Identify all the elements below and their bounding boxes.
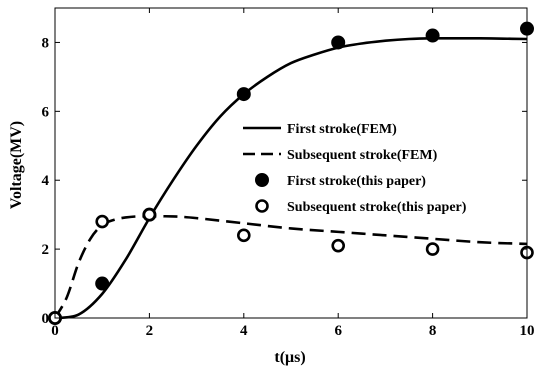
x-tick-label: 4 bbox=[240, 323, 248, 339]
data-point-open bbox=[425, 242, 440, 256]
y-tick-label: 8 bbox=[42, 35, 50, 51]
x-tick-label: 8 bbox=[429, 323, 437, 339]
data-point-open bbox=[142, 207, 157, 222]
legend: First stroke(FEM) Subsequent stroke(FEM) F… bbox=[243, 122, 467, 215]
legend-label-4: Subsequent stroke(this paper) bbox=[287, 200, 467, 215]
x-axis-label: t(μs) bbox=[274, 349, 305, 366]
data-point-filled bbox=[331, 35, 346, 50]
y-axis-label: Voltage(MV) bbox=[8, 121, 25, 209]
legend-label-1: First stroke(FEM) bbox=[287, 122, 397, 137]
data-point-open bbox=[237, 228, 251, 243]
y-tick-label: 6 bbox=[42, 104, 50, 120]
data-point-open bbox=[95, 214, 109, 229]
x-tick-label: 2 bbox=[146, 323, 154, 339]
series-line-2 bbox=[53, 214, 528, 319]
x-tick-label: 10 bbox=[520, 323, 535, 339]
y-tick-label: 4 bbox=[42, 173, 50, 189]
legend-label-2: Subsequent stroke(FEM) bbox=[287, 148, 438, 163]
series-line-1 bbox=[54, 36, 528, 320]
legend-marker-4 bbox=[255, 199, 269, 213]
data-point-open bbox=[331, 238, 346, 253]
data-point-filled bbox=[425, 28, 440, 43]
data-point-filled bbox=[236, 87, 251, 102]
x-tick-label: 6 bbox=[334, 323, 342, 339]
y-tick-label: 2 bbox=[42, 242, 50, 258]
data-point-filled bbox=[95, 276, 110, 291]
x-tick-label: 0 bbox=[51, 323, 59, 339]
plot-frame bbox=[54, 7, 528, 319]
axes-layer: 0 2 4 6 8 10 0 2 4 6 8 bbox=[42, 7, 535, 339]
legend-marker-3 bbox=[255, 173, 269, 187]
y-tick-label: 0 bbox=[42, 311, 50, 327]
legend-label-3: First stroke(this paper) bbox=[287, 174, 426, 189]
series-layer bbox=[48, 21, 534, 325]
